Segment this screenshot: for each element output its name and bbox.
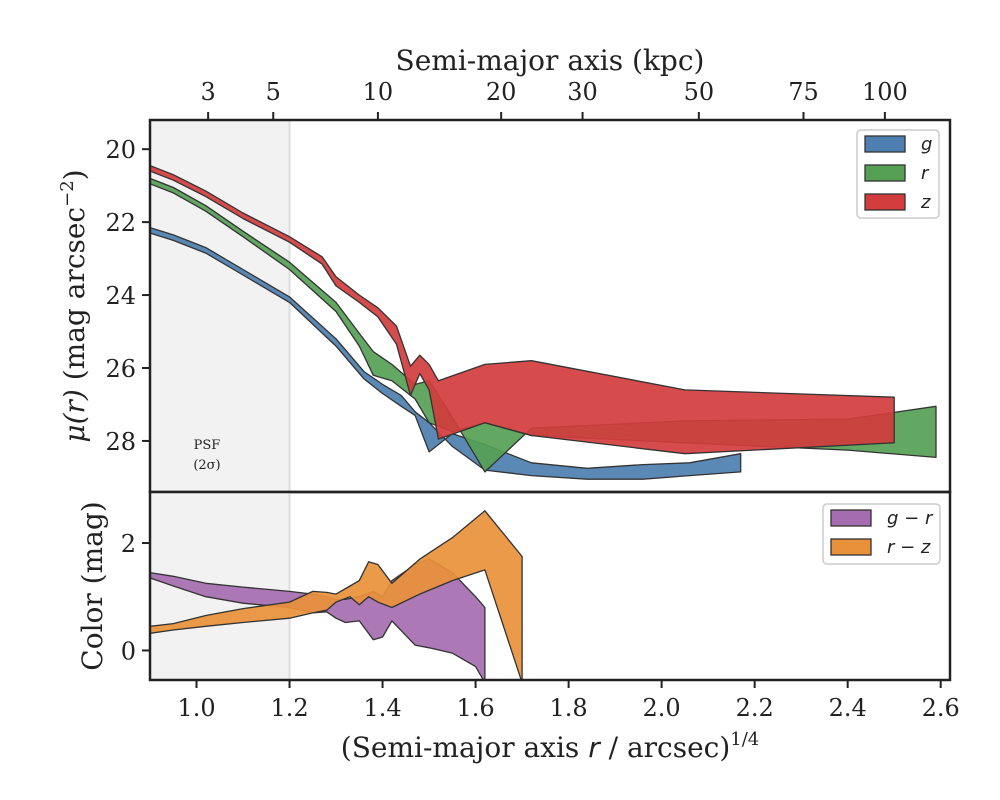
y-axis-title-top-exp: −2 [57,180,78,207]
legend-bottom-swatch [830,509,872,527]
top-tick-label: 30 [567,78,598,106]
top-tick-label: 5 [266,78,281,106]
x-tick-label: 1.8 [550,694,588,722]
legend-bands: grz [856,129,940,219]
x-tick-label: 2.4 [829,694,867,722]
top-tick-label: 100 [862,78,908,106]
legend-top-swatch [864,193,906,211]
x-axis-title-main: (Semi-major axis [341,731,588,764]
y-tick-label-top: 20 [105,136,136,164]
surface-brightness-panel: PSF (2σ) 20 22 24 26 28 3 5 10 20 30 50 75 100 grz [105,78,952,494]
band-g [150,226,742,480]
y-tick-label-top: 28 [105,428,136,456]
psf-label-line2: (2σ) [193,458,220,473]
band-r-minus-z [150,510,523,680]
y-tick-label-top: 22 [105,209,136,237]
y-tick-label-top: 26 [105,355,136,383]
legend-top-swatch [864,164,906,182]
color-panel: 02 1.0 1.2 1.4 1.6 1.8 2.0 2.2 2.4 2.6 g − rr − … [121,490,960,722]
x-axis-title-unit: / arcsec) [600,731,731,764]
profile-bands [150,164,937,480]
top-tick-label: 10 [363,78,394,106]
x-axis-title: (Semi-major axis r / arcsec)1/4 [341,729,759,764]
legend-bottom-label: r − z [887,537,931,558]
legend-top-swatch [864,135,906,153]
legend-bottom-label: g − r [887,508,934,529]
psf-shade-top [150,120,290,492]
legend-colors: g − r r − z [822,503,941,565]
x-axis-title-exp: 1/4 [730,729,759,750]
top-tick-label: 3 [200,78,215,106]
top-tick-label: 50 [684,78,715,106]
x-tick-label: 2.0 [643,694,681,722]
top-axis-ticks: 3 5 10 20 30 50 75 100 [200,78,908,120]
legend-bottom-swatch [830,538,872,556]
x-tick-label: 1.6 [456,694,494,722]
top-tick-label: 20 [486,78,517,106]
y-axis-title-bottom: Color (mag) [76,501,109,670]
x-ticks-bottom: 1.0 1.2 1.4 1.6 1.8 2.0 2.2 2.4 2.6 [177,680,960,722]
frame-bottom [148,490,952,682]
x-tick-label: 1.0 [177,694,215,722]
legend-top-label: z [920,192,931,213]
legend-top-label: r [921,163,930,184]
x-tick-label: 1.4 [363,694,401,722]
band-z [150,164,895,455]
y-ticks-top: 20 22 24 26 28 [105,136,150,456]
y-tick-label-bottom: 0 [121,637,136,665]
x-tick-label: 2.2 [736,694,774,722]
psf-label-line1: PSF [194,438,221,453]
y-axis-title-top-var: μ(r) [58,389,91,442]
x-tick-label: 1.2 [270,694,308,722]
x-tick-label: 2.6 [922,694,960,722]
top-axis-title: Semi-major axis (kpc) [396,44,705,77]
y-axis-title-top: μ(r) (mag arcsec−2) [57,169,91,442]
y-tick-label-top: 24 [105,282,136,310]
y-ticks-bottom: 02 [121,530,150,665]
color-bands [150,510,523,680]
y-axis-title-top-close: ) [58,169,91,180]
x-axis-title-var: r [588,731,601,764]
y-tick-label-bottom: 2 [121,530,136,558]
legend-top-label: g [921,134,932,155]
top-tick-label: 75 [788,78,819,106]
y-axis-title-top-unit: (mag arcsec [58,207,91,389]
